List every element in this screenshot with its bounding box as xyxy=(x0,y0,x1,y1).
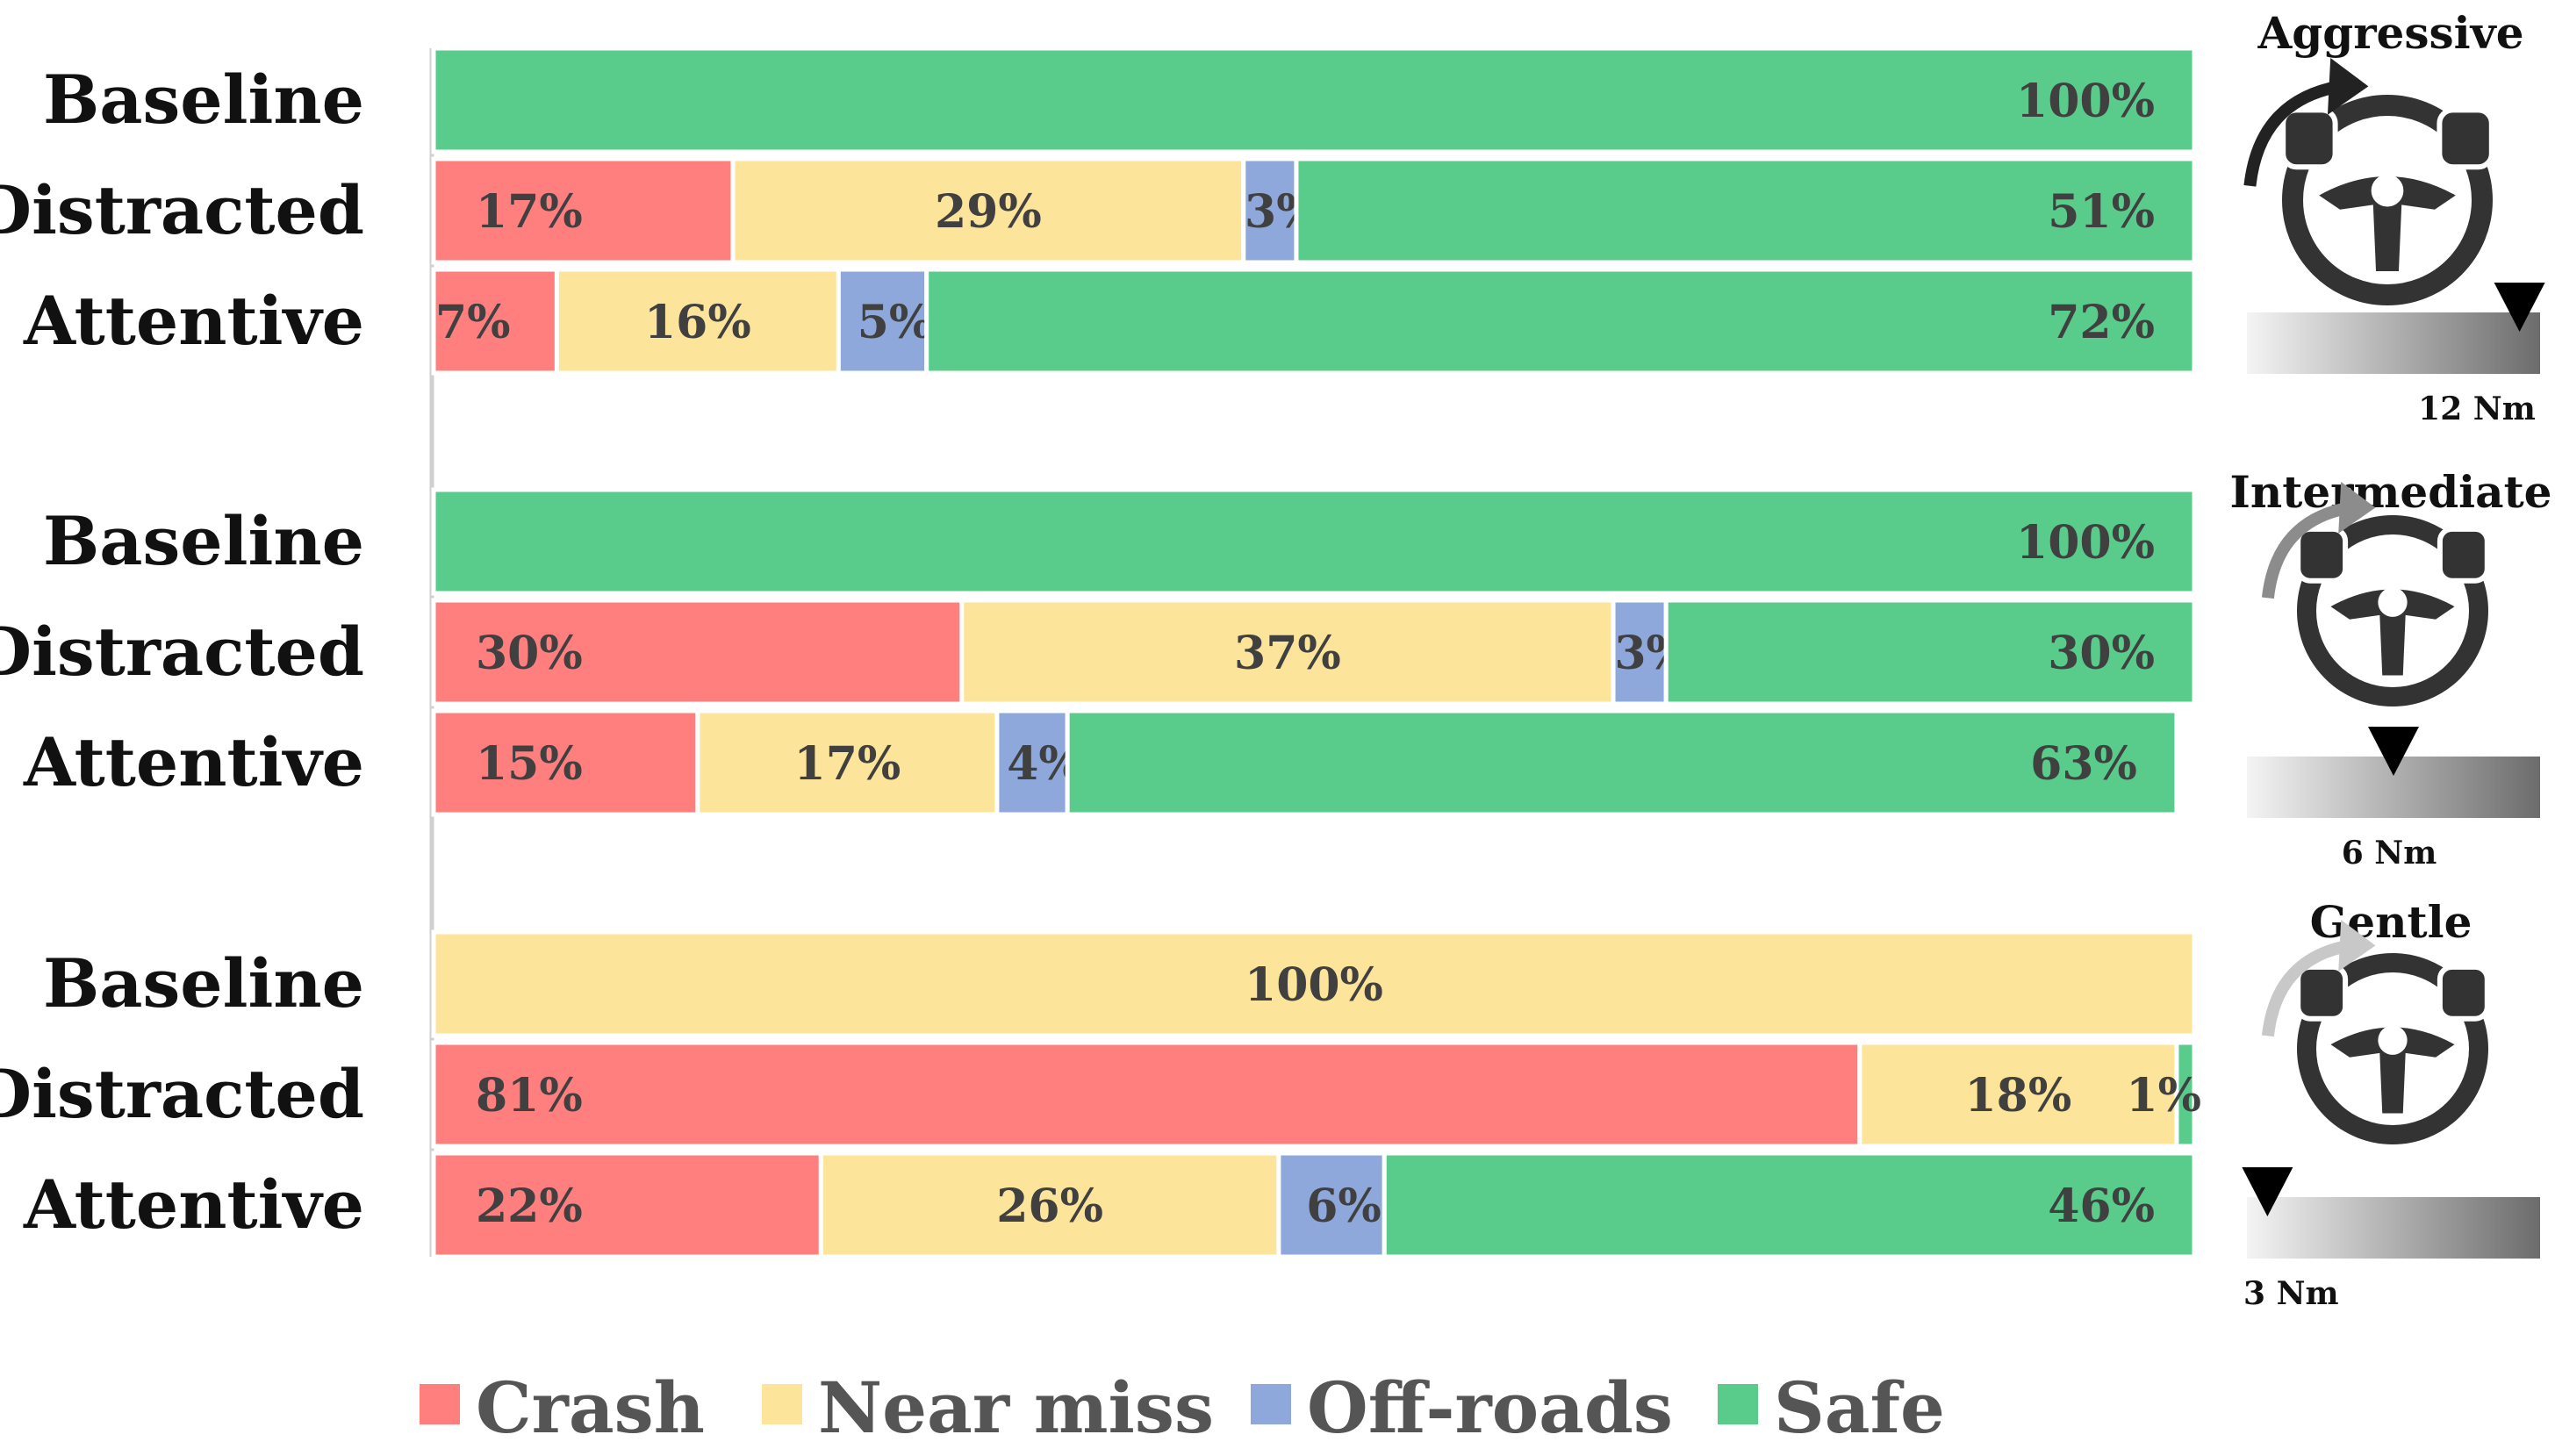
bar-segment-safe xyxy=(431,46,2197,154)
data-label: 18% xyxy=(1965,1069,2072,1122)
bar-segment-near-miss xyxy=(554,267,841,376)
legend-label-crash: Crash xyxy=(476,1366,705,1449)
panel-title: Intermediate xyxy=(2230,466,2552,518)
bar-segment-safe xyxy=(2174,1040,2197,1149)
panel-intermediate: Intermediate 6 Nm xyxy=(2230,466,2552,871)
bar-group-aggressive: Baseline 100%Distracted 17% 29% 3% 51%Attenti… xyxy=(0,46,2197,376)
bar-segment-off-roads xyxy=(1241,156,1299,265)
bar-segment-safe xyxy=(431,487,2197,596)
bar-group-gentle: Baseline 100% Distracted 81% 18% 1% Attentive 2… xyxy=(0,929,2201,1259)
bar-segment-near-miss xyxy=(959,598,1616,706)
data-label: 51% xyxy=(2048,185,2155,239)
bar-segment-near-miss xyxy=(1857,1040,2179,1149)
rotation-arrow-icon xyxy=(2261,939,2351,1037)
row-label-attentive: Attentive xyxy=(23,282,364,360)
bar-segment-near-miss xyxy=(695,708,1000,817)
torque-label: 12 Nm xyxy=(2418,391,2536,427)
torque-slider xyxy=(2247,312,2540,374)
panel-title: Aggressive xyxy=(2257,7,2523,59)
panel-gentle: Gentle 3 Nm xyxy=(2242,896,2540,1312)
data-label: 15% xyxy=(476,737,583,791)
steering-wheel-icon xyxy=(2295,953,2490,1144)
data-label: 17% xyxy=(794,737,901,791)
row-label-distracted: Distracted xyxy=(0,613,364,691)
bar-group-intermediate: Baseline 100%Distracted 30% 37% 3% 30%Attenti… xyxy=(0,487,2197,817)
bar-segment-near-miss xyxy=(818,1151,1281,1259)
rotation-arrow-icon xyxy=(2243,80,2342,187)
data-label: 72% xyxy=(2048,296,2155,349)
row-label-distracted: Distracted xyxy=(0,1055,364,1133)
data-label: 5% xyxy=(858,296,933,349)
data-label: 6% xyxy=(1306,1180,1382,1233)
torque-level-marker xyxy=(2494,283,2545,332)
bar-segment-crash xyxy=(431,1151,823,1259)
torque-slider xyxy=(2247,1197,2540,1259)
bar-segment-safe xyxy=(1065,708,2179,817)
data-label: 100% xyxy=(2016,516,2155,570)
panel-aggressive: Aggressive 12 Nm xyxy=(2243,7,2545,427)
legend-swatch-safe xyxy=(1718,1384,1758,1424)
panel-title: Gentle xyxy=(2310,896,2472,948)
data-label: 46% xyxy=(2048,1180,2155,1233)
data-label: 7% xyxy=(435,296,511,349)
bar-segment-off-roads xyxy=(1611,598,1669,706)
data-label: 81% xyxy=(476,1069,583,1122)
legend-label-near-miss: Near miss xyxy=(818,1366,1214,1449)
steering-wheel-icon xyxy=(2295,515,2490,706)
data-label: 30% xyxy=(2048,627,2155,680)
legend-label-safe: Safe xyxy=(1774,1366,1945,1449)
bar-segment-near-miss xyxy=(431,929,2197,1038)
bar-segment-safe xyxy=(1294,156,2197,265)
bar-segment-safe xyxy=(1663,598,2197,706)
torque-level-marker xyxy=(2368,727,2419,776)
bar-segment-near-miss xyxy=(730,156,1246,265)
side-panels: Aggressive 12 Nm Intermediate 6 Nm Gentle 3 N… xyxy=(2230,7,2552,1312)
rotation-arrow-head-icon xyxy=(2338,482,2376,534)
data-label: 100% xyxy=(2016,75,2155,128)
data-label: 26% xyxy=(996,1180,1103,1233)
row-label-baseline: Baseline xyxy=(43,502,364,580)
data-label: 63% xyxy=(2030,737,2137,791)
row-label-baseline: Baseline xyxy=(43,61,364,139)
data-label: 100% xyxy=(1245,958,1383,1012)
row-label-attentive: Attentive xyxy=(23,723,364,801)
data-label: 30% xyxy=(476,627,583,680)
rotation-arrow-head-icon xyxy=(2338,920,2376,972)
data-label: 29% xyxy=(935,185,1042,239)
bar-segment-crash xyxy=(431,1040,1862,1149)
data-label: 17% xyxy=(476,185,583,239)
bar-segment-safe xyxy=(924,267,2197,376)
steering-wheel-icon xyxy=(2280,95,2494,305)
data-label: 16% xyxy=(644,296,751,349)
bar-segment-off-roads xyxy=(994,708,1070,817)
legend-swatch-crash xyxy=(420,1384,460,1424)
bar-segment-off-roads xyxy=(1276,1151,1387,1259)
legend: Crash Near miss Off-roads Safe xyxy=(420,1366,1945,1449)
data-label: 1% xyxy=(2126,1069,2201,1122)
row-label-attentive: Attentive xyxy=(23,1166,364,1244)
torque-level-marker xyxy=(2242,1167,2293,1216)
bars-layer: Baseline 100%Distracted 17% 29% 3% 51%Attenti… xyxy=(0,46,2201,1259)
row-label-distracted: Distracted xyxy=(0,171,364,249)
data-label: 22% xyxy=(476,1180,583,1233)
row-label-baseline: Baseline xyxy=(43,944,364,1022)
torque-label: 3 Nm xyxy=(2243,1275,2339,1312)
torque-label: 6 Nm xyxy=(2342,835,2437,871)
data-label: 37% xyxy=(1234,627,1341,680)
rotation-arrow-head-icon xyxy=(2327,58,2369,115)
bar-segment-safe xyxy=(1382,1151,2197,1259)
legend-label-off-roads: Off-roads xyxy=(1307,1366,1673,1449)
legend-swatch-off-roads xyxy=(1251,1384,1291,1424)
rotation-arrow-icon xyxy=(2261,501,2351,599)
legend-swatch-near-miss xyxy=(762,1384,802,1424)
